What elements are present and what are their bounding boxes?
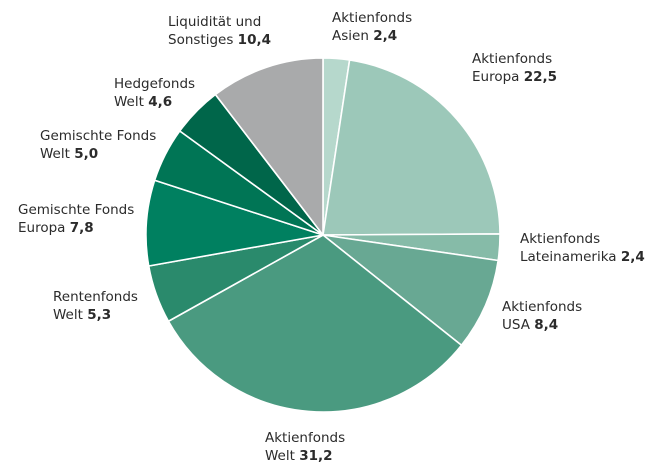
slice-label-line2: Welt (114, 94, 148, 110)
slice-value: 5,3 (87, 307, 111, 323)
slice-value: 7,8 (70, 220, 94, 236)
slice-value: 8,4 (534, 317, 558, 333)
slice-label-line2: Welt (53, 307, 87, 323)
slice-label-4: Aktienfonds Welt 31,2 (265, 430, 345, 464)
slice-label-line1: Gemischte Fonds (40, 128, 156, 144)
slice-label-line2: Lateinamerika (520, 249, 621, 265)
slice-label-line2: Welt (40, 146, 74, 162)
slice-label-1: Aktienfonds Europa 22,5 (472, 51, 557, 85)
slice-label-5: Rentenfonds Welt 5,3 (53, 289, 138, 323)
slice-label-9: Liquidität und Sonstiges 10,4 (168, 14, 271, 48)
slice-value: 22,5 (524, 69, 557, 85)
slice-label-2: Aktienfonds Lateinamerika 2,4 (520, 231, 645, 265)
slice-value: 2,4 (373, 28, 397, 44)
slice-label-line1: Aktienfonds (502, 299, 582, 315)
slice-label-line1: Aktienfonds (520, 231, 600, 247)
slice-label-line2: Asien (332, 28, 373, 44)
slice-label-line1: Gemischte Fonds (18, 202, 134, 218)
pie-slice-4 (167, 234, 463, 413)
slice-label-line2: Europa (472, 69, 524, 85)
slice-value: 4,6 (148, 94, 172, 110)
slice-label-line1: Hedgefonds (114, 76, 195, 92)
slice-label-0: Aktienfonds Asien 2,4 (332, 10, 412, 44)
pie-slice-1 (322, 59, 501, 236)
slice-label-line2: Europa (18, 220, 70, 236)
slice-value: 10,4 (238, 32, 271, 48)
slice-label-line1: Aktienfonds (265, 430, 345, 446)
pie-slice-3 (322, 234, 499, 347)
slice-label-7: Gemischte Fonds Welt 5,0 (40, 128, 156, 162)
slice-value: 5,0 (74, 146, 98, 162)
slice-label-line1: Rentenfonds (53, 289, 138, 305)
pie-labels: Aktienfonds Asien 2,4 Aktienfonds Europa 22… (18, 10, 645, 464)
pie-slices (145, 57, 501, 413)
slice-value: 31,2 (299, 448, 332, 464)
pie-slice-9 (214, 57, 324, 236)
slice-value: 2,4 (621, 249, 645, 265)
slice-label-line1: Aktienfonds (332, 10, 412, 26)
slice-label-line2: Sonstiges (168, 32, 238, 48)
slice-label-line2: Welt (265, 448, 299, 464)
slice-label-6: Gemischte Fonds Europa 7,8 (18, 202, 134, 236)
slice-label-3: Aktienfonds USA 8,4 (502, 299, 582, 333)
slice-label-line2: USA (502, 317, 534, 333)
slice-label-line1: Liquidität und (168, 14, 261, 30)
slice-label-line1: Aktienfonds (472, 51, 552, 67)
slice-label-8: Hedgefonds Welt 4,6 (114, 76, 195, 110)
